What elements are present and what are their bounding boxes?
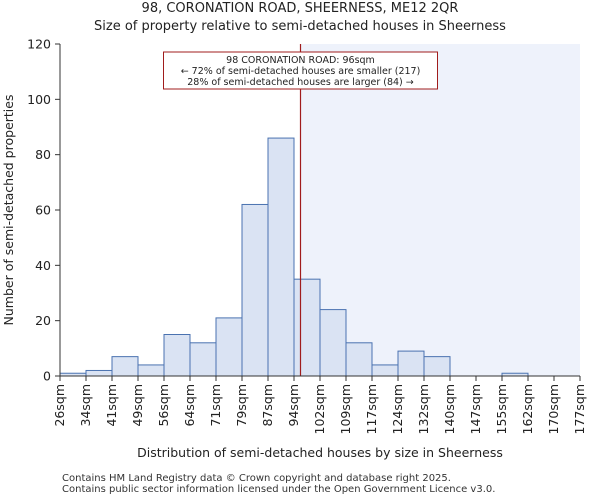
y-tick-label: 120 bbox=[27, 37, 51, 52]
x-tick-label: 79sqm bbox=[234, 384, 249, 427]
x-tick-label: 64sqm bbox=[182, 384, 197, 427]
x-tick-label: 94sqm bbox=[286, 384, 301, 427]
footer-line-2: Contains public sector information licen… bbox=[62, 484, 496, 495]
x-axis-label: Distribution of semi-detached houses by … bbox=[137, 445, 503, 460]
y-axis-label: Number of semi-detached properties bbox=[1, 95, 16, 326]
annotation-line-2: ← 72% of semi-detached houses are smalle… bbox=[181, 66, 421, 77]
bar-71sqm bbox=[215, 317, 243, 377]
x-tick-label: 124sqm bbox=[390, 384, 405, 434]
y-tick-label: 0 bbox=[43, 369, 51, 384]
y-tick-label: 80 bbox=[35, 147, 51, 162]
chart-title: 98, CORONATION ROAD, SHEERNESS, ME12 2QR bbox=[141, 1, 459, 16]
bar-109sqm bbox=[345, 342, 373, 377]
bar-79sqm bbox=[241, 203, 269, 377]
x-tick-label: 41sqm bbox=[104, 384, 119, 427]
y-tick-label: 20 bbox=[35, 313, 51, 328]
y-tick-label: 60 bbox=[35, 203, 51, 218]
x-tick-label: 170sqm bbox=[546, 384, 561, 434]
larger-properties-region bbox=[300, 44, 580, 376]
x-tick-label: 132sqm bbox=[416, 384, 431, 434]
annotation-line-1: 98 CORONATION ROAD: 96sqm bbox=[226, 55, 375, 66]
bar-102sqm bbox=[319, 309, 347, 377]
bar-49sqm bbox=[137, 364, 165, 377]
x-tick-label: 109sqm bbox=[338, 384, 353, 434]
x-tick-label: 117sqm bbox=[364, 384, 379, 434]
bar-132sqm bbox=[423, 356, 451, 377]
x-tick-label: 147sqm bbox=[468, 384, 483, 434]
bar-64sqm bbox=[189, 342, 217, 377]
x-tick-label: 162sqm bbox=[520, 384, 535, 434]
x-tick-label: 26sqm bbox=[52, 384, 67, 427]
bar-41sqm bbox=[111, 356, 139, 377]
footer-line-1: Contains HM Land Registry data © Crown c… bbox=[62, 473, 451, 484]
x-tick-label: 177sqm bbox=[572, 384, 587, 434]
x-tick-label: 56sqm bbox=[156, 384, 171, 427]
annotation-line-3: 28% of semi-detached houses are larger (… bbox=[187, 77, 414, 88]
x-tick-label: 102sqm bbox=[312, 384, 327, 434]
x-tick-label: 49sqm bbox=[130, 384, 145, 427]
x-tick-label: 71sqm bbox=[208, 384, 223, 427]
histogram-chart: 0 20 40 60 80 100 120 26sqm 34sqm 41sqm 49sqm 56sq… bbox=[1, 37, 587, 461]
x-tick-label: 140sqm bbox=[442, 384, 457, 434]
bar-56sqm bbox=[163, 334, 191, 377]
x-tick-label: 87sqm bbox=[260, 384, 275, 427]
bar-94sqm bbox=[293, 278, 321, 377]
annotation-box: 98 CORONATION ROAD: 96sqm ← 72% of semi-… bbox=[163, 51, 438, 90]
y-tick-label: 40 bbox=[35, 258, 51, 273]
chart-subtitle: Size of property relative to semi-detach… bbox=[94, 19, 506, 34]
bar-117sqm bbox=[371, 364, 399, 377]
x-tick-label: 155sqm bbox=[494, 384, 509, 434]
bar-124sqm bbox=[397, 350, 425, 377]
bar-34sqm bbox=[85, 369, 113, 377]
y-tick-label: 100 bbox=[27, 92, 51, 107]
x-tick-label: 34sqm bbox=[78, 384, 93, 427]
bar-87sqm bbox=[267, 137, 295, 377]
